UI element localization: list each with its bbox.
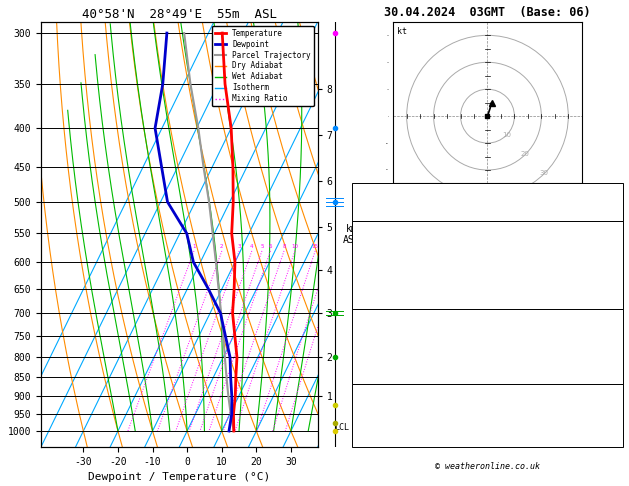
Text: 12.1: 12.1 (598, 248, 620, 257)
Text: 2: 2 (614, 348, 620, 358)
Text: 5: 5 (260, 244, 264, 249)
Text: 20: 20 (521, 151, 530, 157)
Text: 3: 3 (237, 244, 241, 249)
Text: kt: kt (397, 27, 407, 35)
Text: Surface: Surface (469, 223, 506, 232)
Text: 6: 6 (614, 273, 620, 282)
Legend: Temperature, Dewpoint, Parcel Trajectory, Dry Adiabat, Wet Adiabat, Isotherm, Mi: Temperature, Dewpoint, Parcel Trajectory… (211, 26, 314, 106)
Text: 170°: 170° (598, 424, 620, 433)
Text: 58: 58 (609, 399, 620, 408)
Y-axis label: km
ASL: km ASL (343, 224, 361, 245)
Text: EH: EH (359, 399, 369, 408)
Text: LCL: LCL (334, 422, 349, 432)
Text: CAPE (J): CAPE (J) (359, 361, 401, 370)
Text: CIN (J): CIN (J) (359, 374, 396, 382)
Text: Totals Totals: Totals Totals (359, 198, 428, 207)
Text: 800: 800 (603, 323, 620, 332)
Text: Temp (°C): Temp (°C) (359, 235, 407, 244)
Text: Dewp (°C): Dewp (°C) (359, 248, 407, 257)
X-axis label: Dewpoint / Temperature (°C): Dewpoint / Temperature (°C) (88, 472, 270, 483)
Text: 0: 0 (614, 298, 620, 307)
Text: CIN (J): CIN (J) (359, 298, 396, 307)
Text: StmDir: StmDir (359, 424, 391, 433)
Text: 2: 2 (220, 244, 223, 249)
Text: StmSpd (kt): StmSpd (kt) (359, 436, 418, 445)
Text: 1: 1 (614, 286, 620, 295)
Text: 15: 15 (312, 244, 319, 249)
Text: 25: 25 (338, 244, 345, 249)
Text: 30: 30 (540, 170, 548, 176)
Text: θᴇ (K): θᴇ (K) (359, 336, 391, 345)
Text: Most Unstable: Most Unstable (452, 311, 523, 320)
Text: 309: 309 (603, 260, 620, 270)
Text: CAPE (J): CAPE (J) (359, 286, 401, 295)
Text: 8: 8 (282, 244, 286, 249)
Text: SREH: SREH (359, 411, 380, 420)
Text: 47: 47 (609, 198, 620, 207)
Text: Hodograph: Hodograph (464, 386, 511, 395)
Text: © weatheronline.co.uk: © weatheronline.co.uk (435, 462, 540, 471)
Text: 0: 0 (614, 361, 620, 370)
Title: 40°58'N  28°49'E  55m  ASL: 40°58'N 28°49'E 55m ASL (82, 8, 277, 21)
Y-axis label: hPa: hPa (0, 225, 2, 244)
Text: 315: 315 (603, 336, 620, 345)
Text: 20: 20 (326, 244, 333, 249)
Text: 9: 9 (614, 436, 620, 445)
Text: 82: 82 (609, 411, 620, 420)
Text: Lifted Index: Lifted Index (359, 273, 423, 282)
Text: 10: 10 (291, 244, 298, 249)
Text: K: K (359, 185, 364, 194)
Text: 6: 6 (269, 244, 272, 249)
Text: PW (cm): PW (cm) (359, 210, 396, 219)
Text: Pressure (mb): Pressure (mb) (359, 323, 428, 332)
Text: 2.29: 2.29 (598, 210, 620, 219)
Text: 1: 1 (192, 244, 196, 249)
Text: 30.04.2024  03GMT  (Base: 06): 30.04.2024 03GMT (Base: 06) (384, 6, 591, 19)
Text: 4: 4 (250, 244, 253, 249)
Text: Lifted Index: Lifted Index (359, 348, 423, 358)
Text: 0: 0 (614, 374, 620, 382)
Text: 25: 25 (609, 185, 620, 194)
Text: θᴇ(K): θᴇ(K) (359, 260, 386, 270)
Text: 13.5: 13.5 (598, 235, 620, 244)
Text: 10: 10 (502, 132, 511, 138)
